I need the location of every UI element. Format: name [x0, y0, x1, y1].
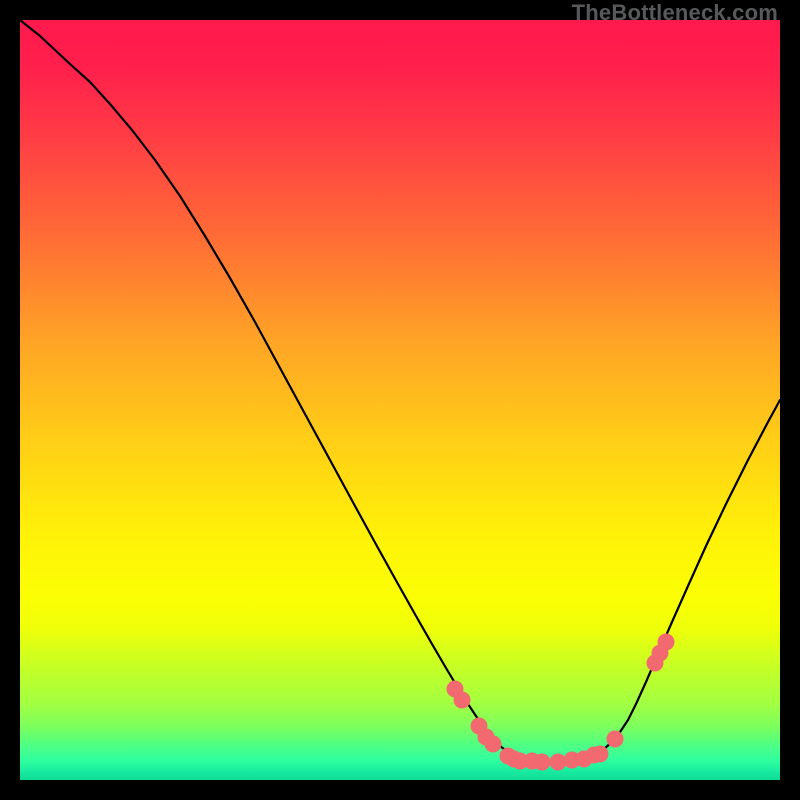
- data-point: [485, 736, 501, 752]
- data-point: [454, 692, 470, 708]
- chart-svg: [20, 20, 780, 780]
- data-point: [592, 746, 608, 762]
- data-point: [607, 731, 623, 747]
- outer-frame: TheBottleneck.com: [0, 0, 800, 800]
- data-point: [550, 754, 566, 770]
- watermark-text: TheBottleneck.com: [572, 0, 778, 26]
- data-point: [534, 754, 550, 770]
- plot-area: [20, 20, 780, 780]
- data-point: [658, 634, 674, 650]
